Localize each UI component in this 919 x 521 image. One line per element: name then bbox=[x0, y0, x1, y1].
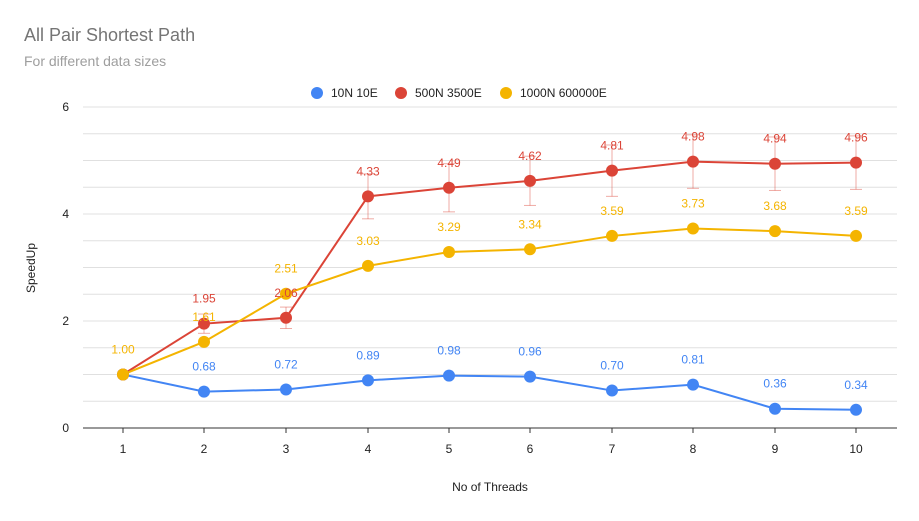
data-label-10n-10e: 0.68 bbox=[192, 360, 216, 374]
series-line-1000n-600000e bbox=[122, 227, 857, 376]
data-point-10n-10e[interactable] bbox=[524, 370, 536, 383]
legend-item-10n-10e[interactable]: 10N 10E bbox=[311, 86, 378, 100]
legend-label-1000n-600000e: 1000N 600000E bbox=[520, 86, 607, 100]
legend-label-500n-3500e: 500N 3500E bbox=[415, 86, 482, 100]
data-point-500n-3500e[interactable] bbox=[362, 190, 374, 203]
data-point-10n-10e[interactable] bbox=[850, 403, 862, 416]
data-label-1000n-600000e: 2.51 bbox=[274, 262, 298, 276]
data-point-1000n-600000e[interactable] bbox=[443, 245, 455, 258]
y-tick-label: 4 bbox=[62, 207, 69, 221]
data-label-1000n-600000e: 3.68 bbox=[763, 199, 787, 213]
data-point-500n-3500e[interactable] bbox=[443, 181, 455, 194]
legend-swatch-10n-10e bbox=[311, 87, 323, 99]
x-tick-label: 6 bbox=[527, 442, 534, 456]
data-label-10n-10e: 0.96 bbox=[518, 345, 542, 359]
data-label-500n-3500e: 4.81 bbox=[600, 139, 624, 153]
x-axis-title: No of Threads bbox=[452, 480, 528, 494]
data-label-1000n-600000e: 3.34 bbox=[518, 217, 542, 231]
y-tick-label: 2 bbox=[62, 314, 69, 328]
data-point-10n-10e[interactable] bbox=[280, 383, 292, 396]
data-label-10n-10e: 0.89 bbox=[356, 348, 380, 362]
data-point-500n-3500e[interactable] bbox=[850, 156, 862, 169]
y-tick-label: 6 bbox=[62, 100, 69, 114]
legend-swatch-1000n-600000e bbox=[500, 87, 512, 99]
data-label-500n-3500e: 4.49 bbox=[437, 156, 461, 170]
data-point-1000n-600000e[interactable] bbox=[280, 287, 292, 300]
x-tick-label: 4 bbox=[365, 442, 372, 456]
legend-label-10n-10e: 10N 10E bbox=[331, 86, 378, 100]
data-point-1000n-600000e[interactable] bbox=[606, 229, 618, 242]
series-line-500n-3500e bbox=[122, 160, 857, 376]
data-label-500n-3500e: 4.98 bbox=[681, 130, 705, 144]
data-point-1000n-600000e[interactable] bbox=[198, 335, 210, 348]
legend: 10N 10E 500N 3500E 1000N 600000E bbox=[311, 86, 607, 100]
data-point-500n-3500e[interactable] bbox=[606, 164, 618, 177]
chart-subtitle: For different data sizes bbox=[24, 53, 166, 69]
series-lines bbox=[117, 155, 862, 416]
legend-item-500n-3500e[interactable]: 500N 3500E bbox=[395, 86, 482, 100]
x-tick-label: 8 bbox=[690, 442, 697, 456]
x-tick-label: 9 bbox=[772, 442, 779, 456]
data-labels: 0.68 0.72 0.89 0.98 0.96 0.70 0.81 0.36 0.34 1.95… bbox=[111, 130, 868, 392]
y-axis-title: SpeedUp bbox=[24, 243, 38, 293]
data-label-1000n-600000e: 3.29 bbox=[437, 220, 461, 234]
data-point-1000n-600000e[interactable] bbox=[769, 225, 781, 238]
data-point-1000n-600000e[interactable] bbox=[687, 222, 699, 235]
data-point-10n-10e[interactable] bbox=[362, 374, 374, 387]
gridlines bbox=[83, 106, 897, 402]
data-label-10n-10e: 0.72 bbox=[274, 357, 298, 371]
x-tick-label: 2 bbox=[201, 442, 208, 456]
x-tick-label: 10 bbox=[849, 442, 863, 456]
legend-swatch-500n-3500e bbox=[395, 87, 407, 99]
data-label-500n-3500e: 4.33 bbox=[356, 164, 380, 178]
y-tick-label: 0 bbox=[62, 421, 69, 435]
x-tick-label: 7 bbox=[609, 442, 616, 456]
data-point-1000n-600000e[interactable] bbox=[524, 243, 536, 256]
data-label-500n-3500e: 4.96 bbox=[844, 131, 868, 145]
data-label-10n-10e: 0.70 bbox=[600, 359, 624, 373]
legend-item-1000n-600000e[interactable]: 1000N 600000E bbox=[500, 86, 607, 100]
data-label-1000n-600000e: 1.00 bbox=[111, 343, 135, 357]
data-point-500n-3500e[interactable] bbox=[280, 311, 292, 324]
data-point-10n-10e[interactable] bbox=[198, 385, 210, 398]
axes: 0 2 4 6 1 2 3 4 5 6 7 8 9 10 bbox=[62, 100, 897, 456]
x-tick-label: 1 bbox=[120, 442, 127, 456]
data-label-500n-3500e: 1.95 bbox=[192, 292, 216, 306]
data-point-10n-10e[interactable] bbox=[443, 369, 455, 382]
data-label-1000n-600000e: 3.59 bbox=[600, 204, 624, 218]
data-label-10n-10e: 0.81 bbox=[681, 353, 705, 367]
data-point-500n-3500e[interactable] bbox=[769, 157, 781, 170]
series-line-10n-10e bbox=[122, 373, 857, 411]
data-point-1000n-600000e[interactable] bbox=[117, 368, 129, 381]
x-tick-label: 5 bbox=[446, 442, 453, 456]
data-label-10n-10e: 0.34 bbox=[844, 378, 868, 392]
data-label-500n-3500e: 2.06 bbox=[274, 286, 298, 300]
data-label-1000n-600000e: 3.73 bbox=[681, 196, 705, 210]
chart-title: All Pair Shortest Path bbox=[24, 25, 195, 45]
data-point-500n-3500e[interactable] bbox=[524, 174, 536, 187]
data-point-500n-3500e[interactable] bbox=[198, 317, 210, 330]
data-label-10n-10e: 0.98 bbox=[437, 344, 461, 358]
x-tick-label: 3 bbox=[283, 442, 290, 456]
data-point-500n-3500e[interactable] bbox=[687, 155, 699, 168]
data-point-10n-10e[interactable] bbox=[769, 402, 781, 415]
data-label-1000n-600000e: 3.59 bbox=[844, 204, 868, 218]
data-label-1000n-600000e: 3.03 bbox=[356, 234, 380, 248]
data-label-500n-3500e: 4.62 bbox=[518, 149, 542, 163]
data-label-1000n-600000e: 1.61 bbox=[192, 310, 216, 324]
data-point-1000n-600000e[interactable] bbox=[850, 229, 862, 242]
data-point-1000n-600000e[interactable] bbox=[362, 259, 374, 272]
data-label-500n-3500e: 4.94 bbox=[763, 132, 787, 146]
error-bars bbox=[198, 134, 862, 334]
data-label-10n-10e: 0.36 bbox=[763, 377, 787, 391]
data-point-10n-10e[interactable] bbox=[606, 384, 618, 397]
data-point-10n-10e[interactable] bbox=[687, 378, 699, 391]
